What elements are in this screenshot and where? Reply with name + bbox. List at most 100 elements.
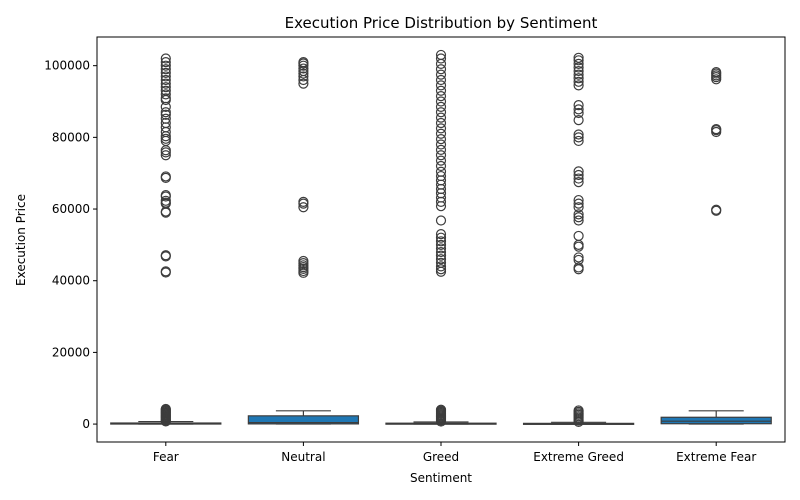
- plot-frame: [96, 36, 786, 443]
- box-group-neutral: [247, 56, 360, 425]
- outlier-point: [573, 177, 584, 188]
- outlier-point: [435, 215, 447, 226]
- outlier-point: [573, 166, 584, 177]
- chart-title: Execution Price Distribution by Sentimen…: [285, 14, 598, 32]
- iqr-box: [660, 416, 772, 425]
- outlier-point: [573, 69, 584, 80]
- outlier-point: [160, 78, 171, 89]
- outlier-point: [435, 74, 447, 86]
- outlier-point: [573, 135, 584, 147]
- outlier-point: [160, 74, 171, 86]
- outlier-point: [435, 229, 447, 240]
- outlier-point: [573, 230, 584, 242]
- outlier-point: [435, 261, 447, 272]
- x-tick-label: Extreme Greed: [533, 450, 624, 464]
- outlier-point: [160, 195, 171, 206]
- outlier-point: [160, 64, 171, 75]
- outlier-point: [298, 63, 309, 74]
- outlier-point: [160, 117, 171, 129]
- outlier-point: [573, 76, 584, 87]
- outlier-point: [573, 115, 584, 126]
- outlier-point: [160, 89, 171, 100]
- outlier-point: [435, 232, 447, 243]
- outlier-point: [160, 60, 171, 71]
- outlier-point: [298, 56, 309, 68]
- y-tick-label: 100000: [44, 59, 90, 73]
- outlier-point: [435, 155, 447, 166]
- outlier-point: [435, 101, 447, 112]
- y-tick-label: 0: [82, 417, 90, 431]
- outlier-point: [711, 67, 722, 78]
- outlier-point: [573, 99, 584, 111]
- outlier-point: [573, 202, 584, 213]
- outlier-point: [711, 204, 722, 215]
- outlier-point: [298, 255, 309, 267]
- x-tick-label: Extreme Fear: [676, 450, 756, 464]
- outlier-point: [573, 254, 584, 266]
- box-group-extreme-fear: [660, 67, 772, 425]
- outlier-point: [435, 80, 447, 91]
- outlier-point: [573, 252, 584, 263]
- outlier-point: [435, 239, 447, 250]
- outlier-point: [573, 405, 584, 416]
- outlier-point: [160, 53, 171, 64]
- outlier-point: [573, 107, 584, 119]
- outlier-point: [435, 69, 447, 80]
- box-group-fear: [110, 53, 222, 427]
- outlier-point: [160, 113, 171, 124]
- x-tick-label: Neutral: [281, 450, 325, 464]
- box-group-greed: [385, 49, 497, 427]
- outlier-point: [435, 264, 447, 275]
- outlier-point: [435, 170, 447, 182]
- outlier-point: [160, 189, 171, 201]
- outlier-point: [573, 129, 584, 140]
- outlier-point: [435, 58, 447, 69]
- outlier-point: [573, 55, 584, 66]
- outlier-point: [435, 117, 447, 129]
- outlier-point: [435, 107, 447, 118]
- y-tick-label: 60000: [52, 202, 90, 216]
- outlier-point: [573, 173, 584, 184]
- outlier-point: [435, 53, 447, 64]
- outlier-point: [160, 133, 171, 144]
- outlier-point: [435, 91, 447, 102]
- outlier-point: [435, 246, 447, 258]
- outlier-point: [298, 78, 309, 89]
- outlier-point: [435, 128, 447, 139]
- outlier-point: [160, 93, 171, 104]
- outlier-point: [435, 49, 447, 61]
- outlier-point: [435, 150, 447, 161]
- outlier-point: [160, 171, 171, 182]
- outlier-point: [435, 134, 447, 145]
- outlier-point: [711, 124, 722, 135]
- outlier-point: [160, 82, 171, 93]
- outlier-point: [160, 403, 171, 415]
- outlier-point: [160, 250, 171, 261]
- outlier-point: [435, 236, 447, 247]
- outlier-point: [573, 209, 584, 220]
- outlier-point: [573, 198, 584, 209]
- y-tick-label: 20000: [52, 345, 90, 359]
- outlier-point: [160, 107, 171, 118]
- outlier-point: [435, 257, 447, 268]
- plot-area: [110, 49, 772, 428]
- outlier-point: [573, 65, 584, 77]
- outlier-point: [160, 71, 171, 82]
- y-tick-label: 80000: [52, 130, 90, 144]
- outlier-point: [160, 109, 171, 120]
- x-tick-label: Fear: [153, 450, 179, 464]
- outlier-point: [298, 202, 309, 213]
- outlier-point: [573, 132, 584, 143]
- outlier-point: [573, 62, 584, 73]
- outlier-point: [435, 166, 447, 177]
- outlier-point: [435, 243, 447, 254]
- outlier-point: [298, 68, 309, 79]
- y-axis-label: Execution Price: [14, 194, 28, 286]
- outlier-point: [160, 67, 171, 78]
- outlier-point: [435, 404, 447, 415]
- outlier-point: [573, 80, 584, 91]
- outlier-point: [160, 266, 171, 277]
- outlier-point: [435, 254, 447, 265]
- outlier-point: [573, 215, 584, 226]
- box-group-extreme-greed: [522, 52, 635, 428]
